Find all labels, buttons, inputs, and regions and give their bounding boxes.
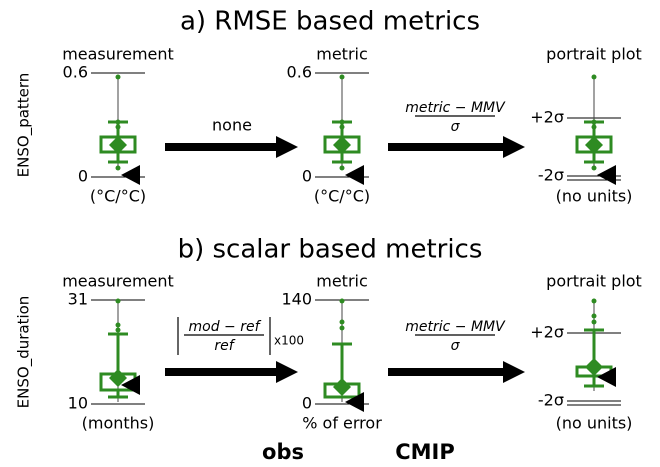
arrow xyxy=(165,361,298,383)
outlier xyxy=(115,327,121,333)
column-header: measurement xyxy=(62,272,174,291)
denominator: ref xyxy=(214,338,235,354)
tick-label: -2σ xyxy=(538,391,564,410)
tick-label: 10 xyxy=(68,394,88,413)
tick-label: 0 xyxy=(302,167,312,186)
numerator: mod − ref xyxy=(188,319,261,335)
legend-cmip: CMIP xyxy=(395,440,455,464)
mean-diamond xyxy=(333,136,351,154)
outlier xyxy=(115,322,121,328)
y-label: ENSO_duration xyxy=(15,296,34,409)
factor: x100 xyxy=(274,334,304,348)
units: (no units) xyxy=(556,187,633,206)
tick-label: 140 xyxy=(281,290,312,309)
outlier xyxy=(339,165,345,171)
panel-title: a) RMSE based metrics xyxy=(180,7,480,37)
obs-marker xyxy=(345,392,364,412)
column-header: metric xyxy=(316,272,368,291)
units: (°C/°C) xyxy=(90,187,146,206)
tick-label: 0 xyxy=(302,394,312,413)
y-label: ENSO_pattern xyxy=(15,73,34,178)
obs-marker xyxy=(597,165,616,185)
outlier xyxy=(339,74,345,80)
tick-label: 0.6 xyxy=(63,63,88,82)
outlier xyxy=(339,325,345,331)
column-header: portrait plot xyxy=(546,272,642,291)
obs-marker xyxy=(345,165,364,185)
units: (°C/°C) xyxy=(314,187,370,206)
tick-label: +2σ xyxy=(530,108,564,127)
numerator: metric − MMV xyxy=(405,319,506,335)
outlier xyxy=(591,313,597,319)
mean-diamond xyxy=(109,136,127,154)
numerator: metric − MMV xyxy=(405,100,506,116)
mean-diamond xyxy=(585,358,603,376)
column-header: measurement xyxy=(62,45,174,64)
arrow-label: none xyxy=(212,116,252,135)
mean-diamond xyxy=(585,136,603,154)
obs-marker xyxy=(597,367,616,387)
obs-marker xyxy=(121,165,140,185)
tick-label: 0.6 xyxy=(287,63,312,82)
column-header: portrait plot xyxy=(546,45,642,64)
legend-obs: obs xyxy=(262,440,304,464)
panel-title: b) scalar based metrics xyxy=(178,235,483,265)
units: (months) xyxy=(82,414,155,433)
outlier xyxy=(591,319,597,325)
denominator: σ xyxy=(451,119,461,135)
tick-label: +2σ xyxy=(530,323,564,342)
denominator: σ xyxy=(451,338,461,354)
obs-marker xyxy=(121,375,140,395)
outlier xyxy=(591,298,597,304)
outlier xyxy=(115,298,121,304)
outlier xyxy=(591,74,597,80)
tick-label: 0 xyxy=(78,167,88,186)
mean-diamond xyxy=(333,378,351,396)
mean-diamond xyxy=(109,369,127,387)
outlier xyxy=(115,165,121,171)
units: % of error xyxy=(302,414,382,433)
column-header: metric xyxy=(316,45,368,64)
arrow xyxy=(388,136,525,158)
units: (no units) xyxy=(556,414,633,433)
arrow xyxy=(388,361,525,383)
outlier xyxy=(339,298,345,304)
outlier xyxy=(115,74,121,80)
tick-label: -2σ xyxy=(538,166,564,185)
outlier xyxy=(591,165,597,171)
outlier xyxy=(339,319,345,325)
tick-label: 31 xyxy=(68,290,88,309)
arrow xyxy=(165,136,298,158)
